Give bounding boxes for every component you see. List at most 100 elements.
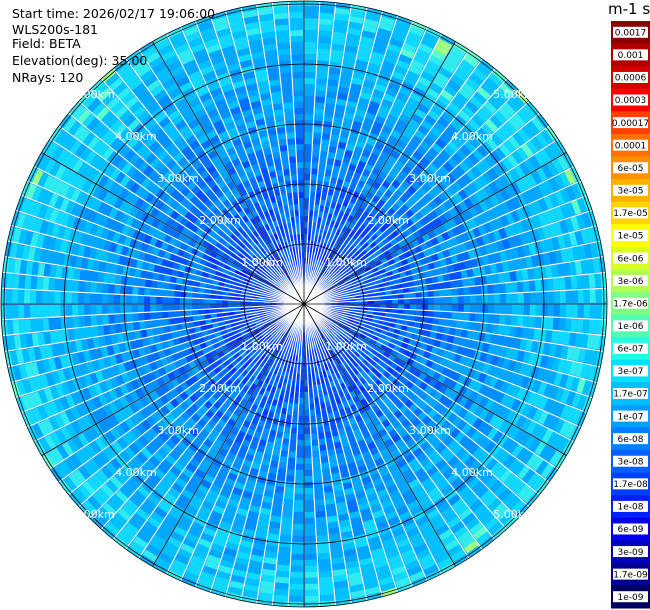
beta-cell xyxy=(498,124,512,139)
beta-cell xyxy=(316,260,321,267)
beta-cell xyxy=(304,571,319,578)
beta-cell xyxy=(180,304,187,311)
beta-cell xyxy=(307,228,312,235)
beta-cell xyxy=(419,171,430,182)
beta-cell xyxy=(36,304,43,319)
beta-cell xyxy=(273,594,289,602)
beta-cell xyxy=(318,261,323,268)
beta-cell xyxy=(442,128,455,140)
beta-cell xyxy=(360,30,376,40)
beta-cell xyxy=(6,289,13,304)
beta-cell xyxy=(340,68,353,77)
beta-cell xyxy=(377,241,385,249)
beta-cell xyxy=(409,91,423,103)
beta-cell xyxy=(493,177,505,191)
beta-cell xyxy=(162,311,169,319)
beta-cell xyxy=(529,304,536,316)
beta-cell xyxy=(316,534,329,542)
beta-cell xyxy=(307,234,312,241)
beta-cell xyxy=(481,171,494,184)
beta-cell xyxy=(295,481,304,488)
beta-cell xyxy=(304,511,316,518)
beta-cell xyxy=(456,320,464,329)
beta-cell xyxy=(287,457,296,464)
beta-cell xyxy=(493,110,507,124)
beta-cell xyxy=(90,293,97,304)
beta-cell xyxy=(372,244,380,253)
beta-cell xyxy=(571,289,578,304)
beta-cell xyxy=(66,304,73,317)
beta-cell xyxy=(374,229,383,237)
beta-cell xyxy=(564,275,572,290)
beta-cell xyxy=(341,63,354,72)
beta-cell xyxy=(426,87,440,99)
beta-cell xyxy=(349,9,365,19)
beta-cell xyxy=(288,451,297,458)
beta-cell xyxy=(344,39,359,48)
beta-cell xyxy=(304,234,308,241)
beta-cell xyxy=(370,252,378,260)
beta-cell xyxy=(308,210,314,217)
beta-cell xyxy=(18,319,26,334)
beta-cell xyxy=(413,53,428,65)
beta-cell xyxy=(331,37,345,46)
beta-cell xyxy=(351,225,359,233)
beta-cell xyxy=(292,409,299,416)
beta-cell xyxy=(565,304,572,318)
beta-cell xyxy=(228,300,235,304)
beta-cell xyxy=(469,304,476,313)
beta-cell xyxy=(108,294,115,304)
beta-cell xyxy=(304,60,316,67)
beta-cell xyxy=(406,31,422,43)
beta-cell xyxy=(351,257,359,264)
beta-cell xyxy=(360,259,368,266)
beta-cell xyxy=(371,166,381,176)
beta-cell xyxy=(470,165,482,178)
beta-cell xyxy=(345,258,352,266)
beta-cell xyxy=(384,49,400,60)
beta-cell xyxy=(511,150,524,164)
beta-cell xyxy=(505,293,512,304)
beta-cell xyxy=(383,119,396,130)
beta-cell xyxy=(121,275,129,286)
beta-cell xyxy=(444,238,454,249)
beta-cell xyxy=(332,31,346,40)
beta-cell xyxy=(478,187,489,200)
beta-cell xyxy=(362,117,374,127)
beta-cell xyxy=(304,168,311,175)
beta-cell xyxy=(356,103,368,112)
beta-cell xyxy=(406,97,420,108)
beta-cell xyxy=(494,204,505,217)
beta-cell xyxy=(504,212,515,225)
beta-cell xyxy=(360,123,372,132)
beta-cell xyxy=(358,215,366,223)
beta-cell xyxy=(384,241,393,250)
beta-cell xyxy=(132,277,140,287)
beta-cell xyxy=(391,229,400,238)
beta-cell xyxy=(281,444,290,452)
beta-cell xyxy=(174,297,181,304)
beta-cell xyxy=(378,233,387,241)
beta-cell xyxy=(446,184,458,196)
beta-cell xyxy=(328,275,334,282)
beta-cell xyxy=(501,157,514,171)
beta-cell xyxy=(319,570,333,578)
beta-cell xyxy=(446,228,456,239)
beta-cell xyxy=(316,528,329,536)
beta-cell xyxy=(326,274,333,280)
beta-cell xyxy=(332,255,338,262)
beta-cell xyxy=(180,297,187,304)
beta-cell xyxy=(299,391,304,398)
beta-cell xyxy=(463,122,476,136)
beta-cell xyxy=(316,60,329,68)
beta-cell xyxy=(281,516,293,524)
beta-cell xyxy=(442,221,452,231)
beta-cell xyxy=(311,439,319,446)
beta-cell xyxy=(469,294,476,304)
beta-cell xyxy=(495,87,510,102)
beta-cell xyxy=(330,240,336,247)
beta-cell xyxy=(421,310,428,317)
beta-cell xyxy=(512,131,526,146)
beta-cell xyxy=(318,24,333,32)
beta-cell xyxy=(304,186,310,193)
